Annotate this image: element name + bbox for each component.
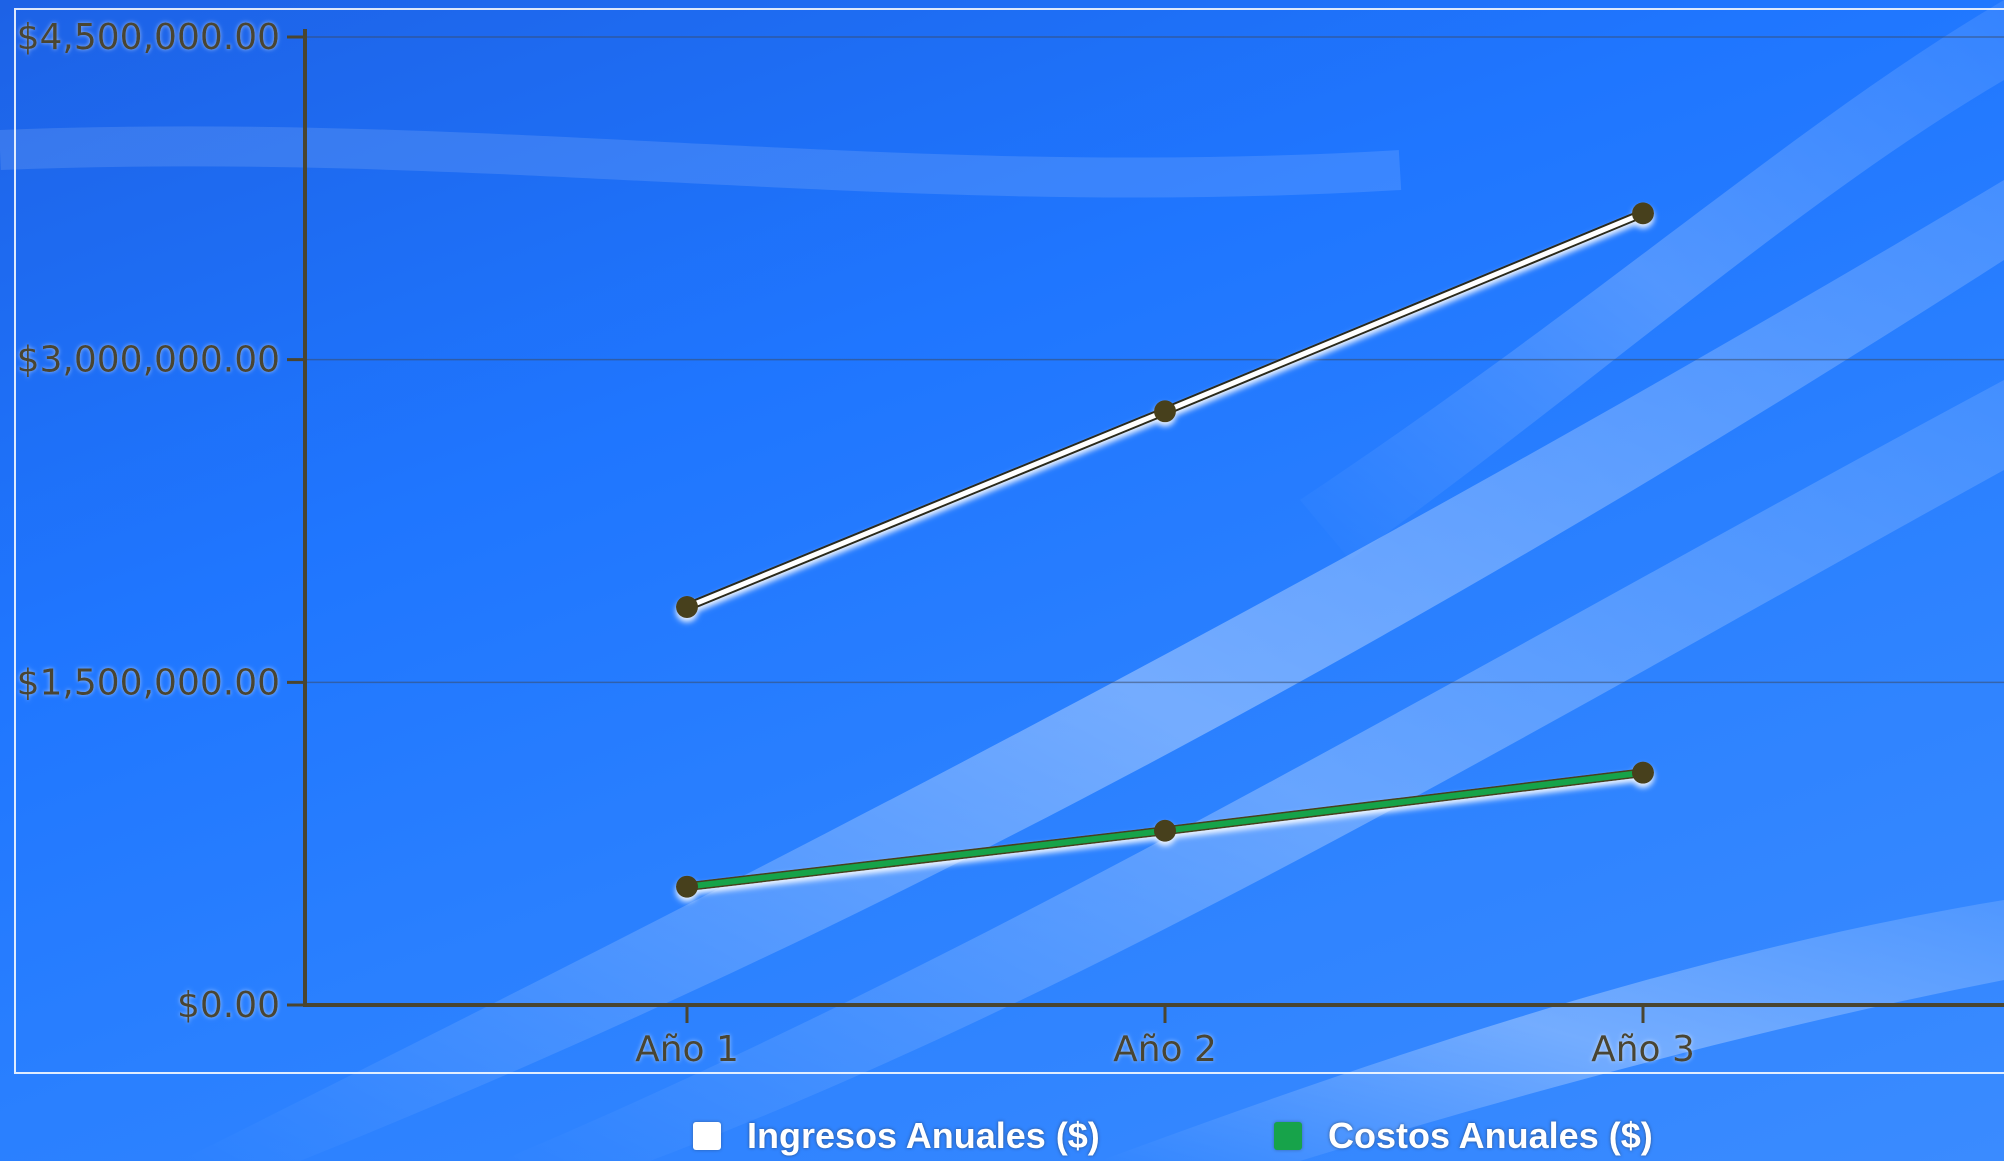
legend-swatch-ingresos — [693, 1122, 721, 1150]
data-point — [1632, 202, 1654, 225]
series-0 — [676, 202, 1654, 619]
tick-labels: $0.00 $1,500,000.00 $3,000,000.00 $4,500,00… — [17, 17, 1695, 1070]
legend-swatch-costos — [1274, 1122, 1302, 1150]
data-point — [676, 875, 698, 898]
x-tick-label: Año 3 — [1591, 1029, 1695, 1070]
x-tick-label: Año 1 — [635, 1029, 739, 1070]
data-point — [1154, 819, 1176, 842]
series-1 — [676, 761, 1654, 898]
data-point — [676, 596, 698, 619]
legend-item-ingresos[interactable]: Ingresos Anuales ($) — [693, 1115, 1100, 1156]
y-tick-label: $3,000,000.00 — [17, 340, 280, 381]
x-tick-label: Año 2 — [1113, 1029, 1217, 1070]
y-tick-label: $1,500,000.00 — [17, 662, 280, 703]
y-tick-label: $0.00 — [177, 985, 280, 1026]
gridlines — [305, 36, 2004, 684]
series — [676, 202, 1654, 898]
data-point — [1154, 400, 1176, 423]
legend-item-costos[interactable]: Costos Anuales ($) — [1274, 1115, 1653, 1156]
legend-label-costos: Costos Anuales ($) — [1328, 1115, 1653, 1156]
y-tick-label: $4,500,000.00 — [17, 17, 280, 58]
axes — [287, 29, 2004, 1023]
legend-label-ingresos: Ingresos Anuales ($) — [747, 1115, 1100, 1156]
data-point — [1632, 761, 1654, 784]
